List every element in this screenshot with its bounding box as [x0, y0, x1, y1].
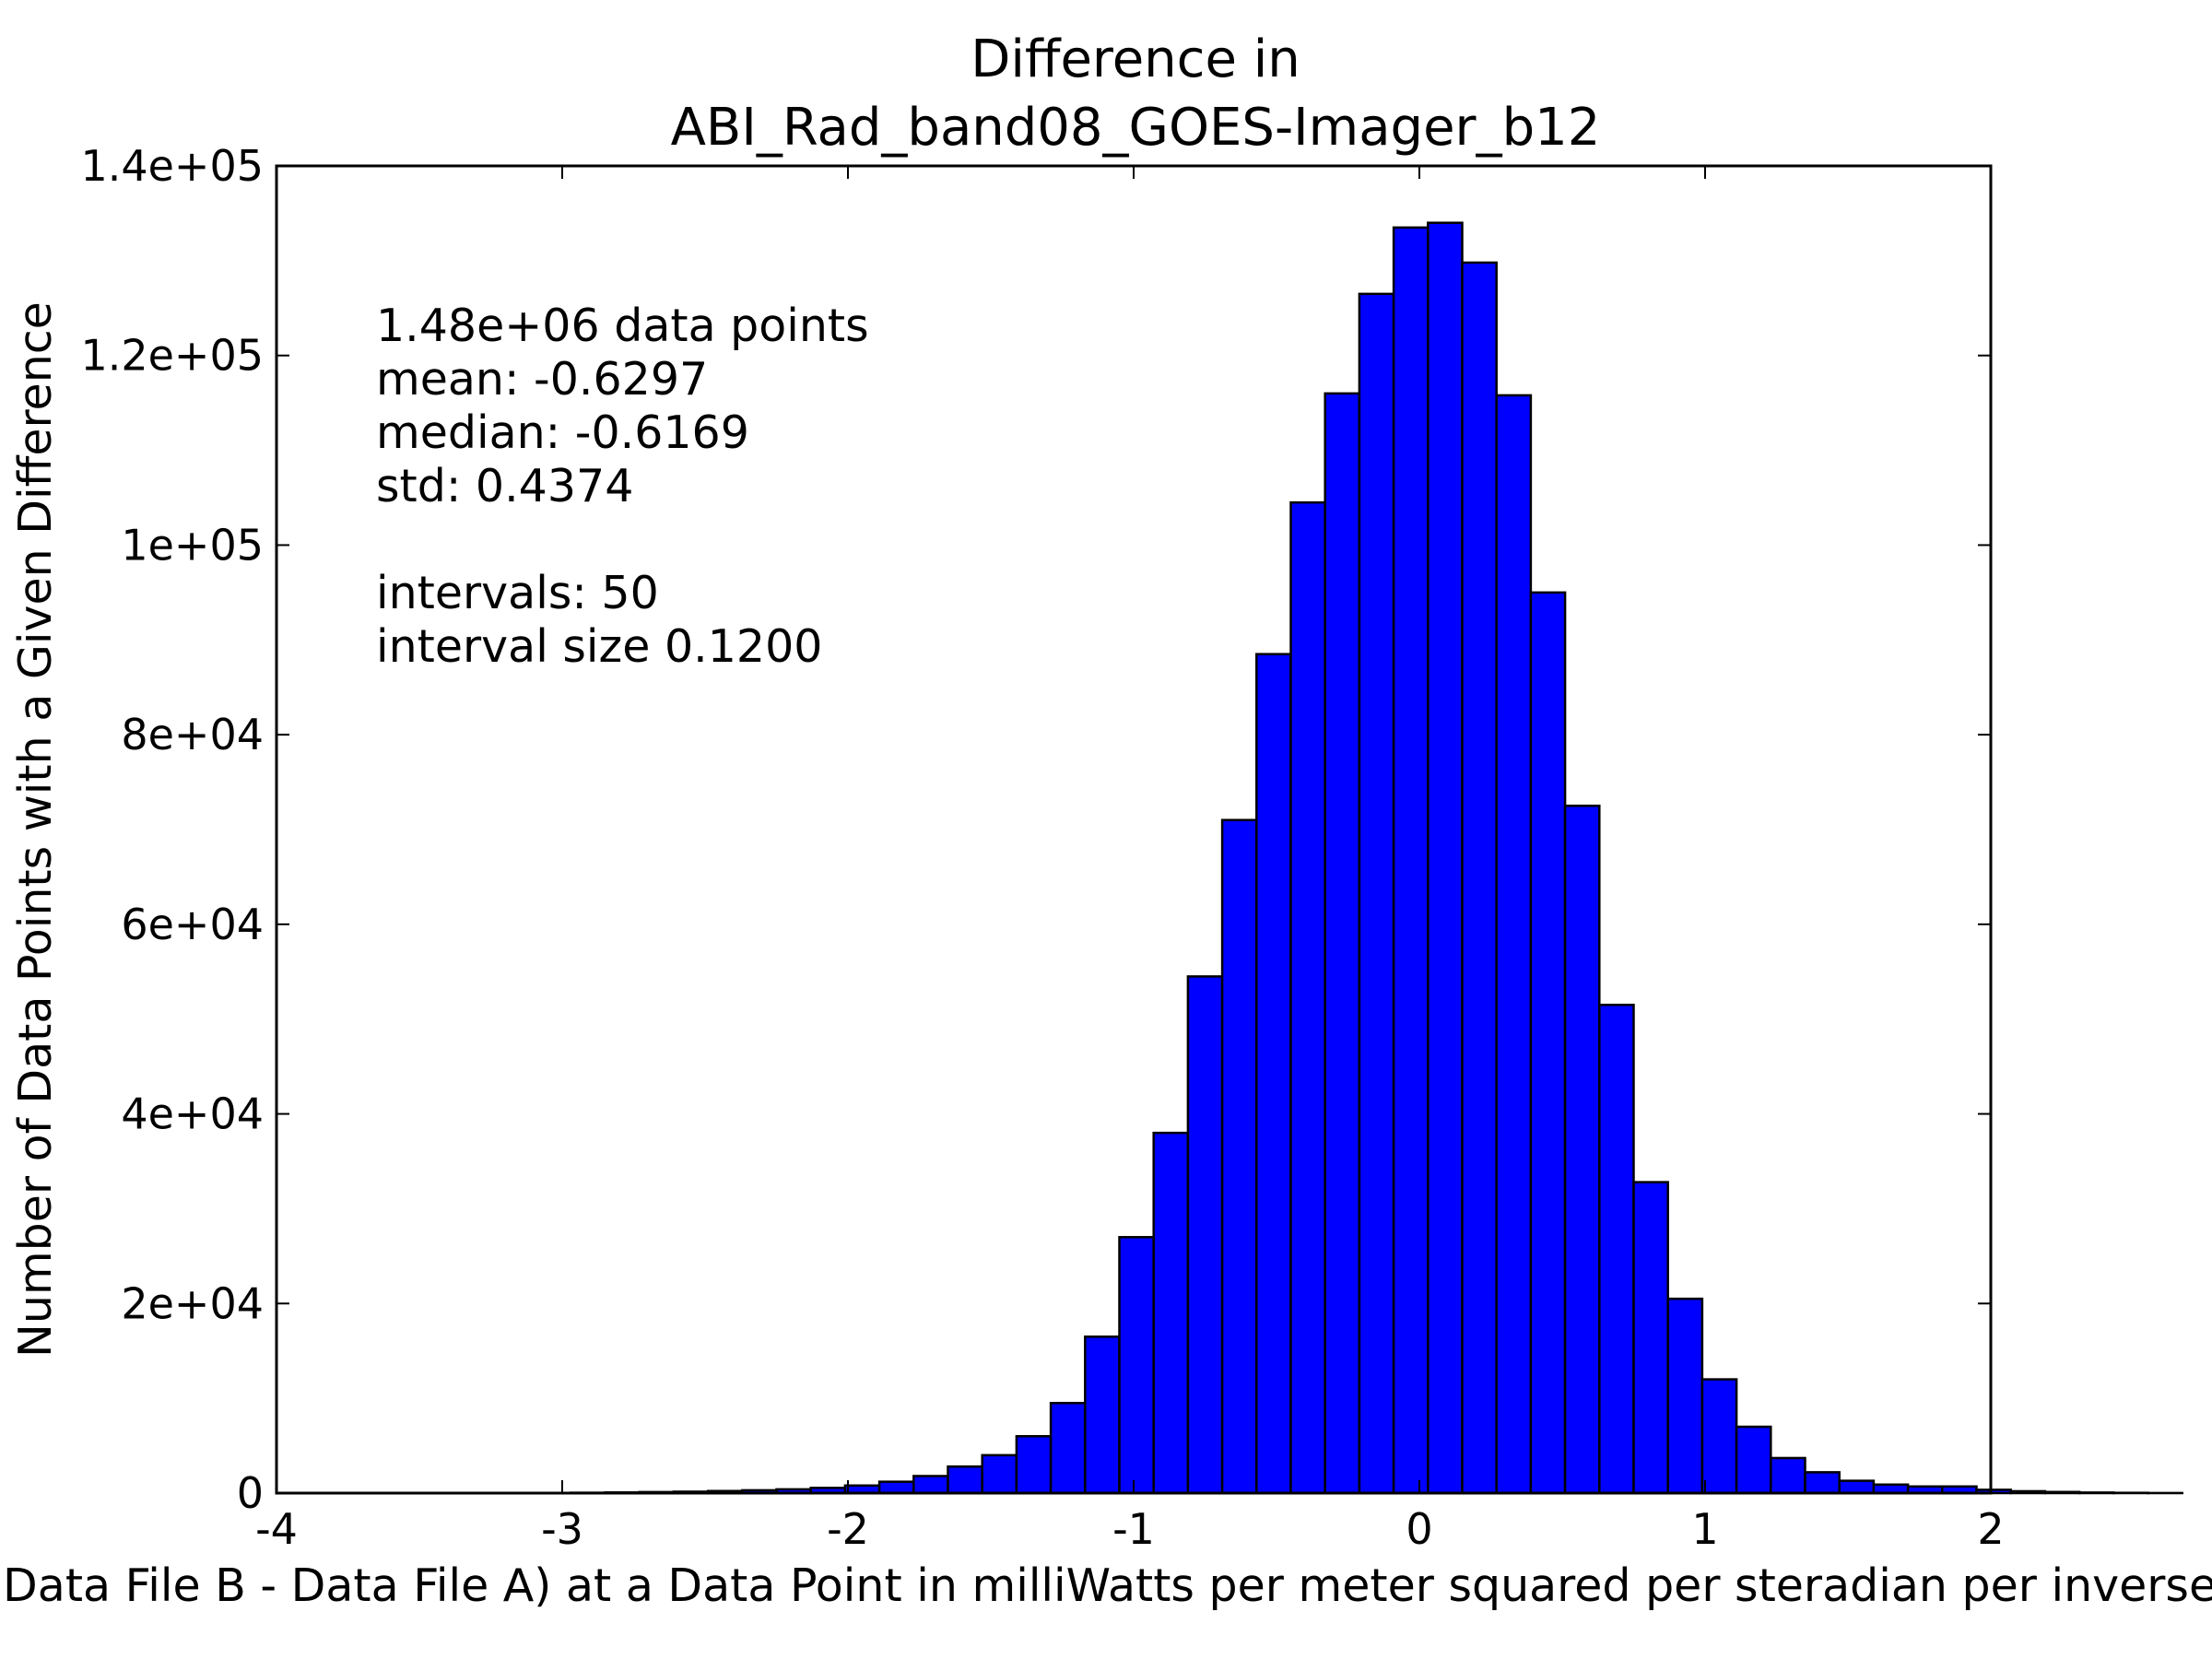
histogram-bar: [1358, 292, 1395, 1495]
histogram-bar: [1220, 818, 1258, 1495]
x-tick-labels: -4 -3 -2 -1 0 1 2: [255, 1504, 2005, 1554]
histogram-bar: [2043, 1490, 2081, 1495]
histogram-bar: [2009, 1489, 2047, 1495]
x-tick-label: -1: [1112, 1504, 1155, 1554]
histogram-bar: [1084, 1335, 1121, 1495]
histogram-bar: [947, 1465, 983, 1495]
histogram-bar: [1186, 975, 1224, 1495]
annotation-line-2: mean: -0.6297: [376, 353, 708, 406]
y-tick-label: 6e+04: [121, 900, 264, 949]
histogram-bar: [1838, 1479, 1876, 1495]
histogram-bar: [1598, 1004, 1635, 1495]
histogram-bar: [1804, 1471, 1841, 1495]
histogram-bar: [1118, 1236, 1155, 1495]
histogram-bar: [1770, 1456, 1806, 1495]
x-tick-label: 1: [1691, 1504, 1718, 1554]
y-tick-labels: 0 2e+04 4e+04 6e+04 8e+04 1e+05 1.2e+05 1.4e+05: [80, 141, 264, 1518]
y-tick-label: 2e+04: [121, 1278, 264, 1328]
x-tick-label: -3: [541, 1504, 583, 1554]
histogram-bar: [1735, 1425, 1772, 1495]
histogram-bar: [1152, 1131, 1190, 1495]
y-tick-label: 0: [237, 1468, 264, 1518]
y-tick-label: 1.4e+05: [80, 141, 264, 191]
histogram-bar: [1666, 1297, 1704, 1495]
histogram-bar: [1392, 226, 1430, 1495]
histogram-bar: [912, 1475, 949, 1495]
x-axis-label: Value of (Data File B - Data File A) at …: [0, 1559, 2212, 1612]
histogram-bar: [1632, 1181, 1669, 1495]
histogram-bar: [877, 1480, 915, 1495]
x-tick-label: -4: [255, 1504, 298, 1554]
x-tick-label: 2: [1977, 1504, 2004, 1554]
histogram-bar: [1324, 392, 1361, 1495]
histogram-bar: [1461, 261, 1498, 1495]
histogram-bars: [466, 221, 2183, 1495]
histogram-bar: [1015, 1435, 1053, 1495]
y-tick-label: 4e+04: [121, 1089, 264, 1139]
chart-title-line-2: ABI_Rad_band08_GOES-Imager_b12: [671, 98, 1601, 158]
histogram-bar: [1049, 1402, 1087, 1495]
histogram-bar: [1700, 1378, 1738, 1495]
chart-title-line-1: Difference in: [971, 29, 1300, 89]
y-tick-label: 1.2e+05: [80, 331, 264, 381]
histogram-bar: [1529, 591, 1567, 1495]
annotation-line-4: std: 0.4374: [376, 460, 633, 512]
y-tick-label: 8e+04: [121, 710, 264, 759]
annotation-line-6: intervals: 50: [376, 567, 659, 619]
histogram-bar: [1495, 394, 1533, 1495]
annotation-line-1: 1.48e+06 data points: [376, 300, 869, 352]
x-tick-label: -2: [827, 1504, 869, 1554]
annotation-line-3: median: -0.6169: [376, 406, 749, 459]
annotation-line-7: interval size 0.1200: [376, 620, 822, 673]
x-tick-label: 0: [1406, 1504, 1432, 1554]
plot-area-frame: [275, 164, 1993, 1495]
histogram-bar: [1255, 653, 1292, 1495]
histogram-bar: [2077, 1491, 2115, 1495]
histogram-bar: [1563, 805, 1601, 1495]
histogram-bar: [1427, 221, 1464, 1495]
histogram-bar: [1289, 500, 1326, 1495]
y-tick-label: 1e+05: [121, 520, 264, 570]
y-axis-label: Number of Data Points with a Given Diffe…: [9, 301, 62, 1358]
histogram-bar: [981, 1453, 1018, 1495]
